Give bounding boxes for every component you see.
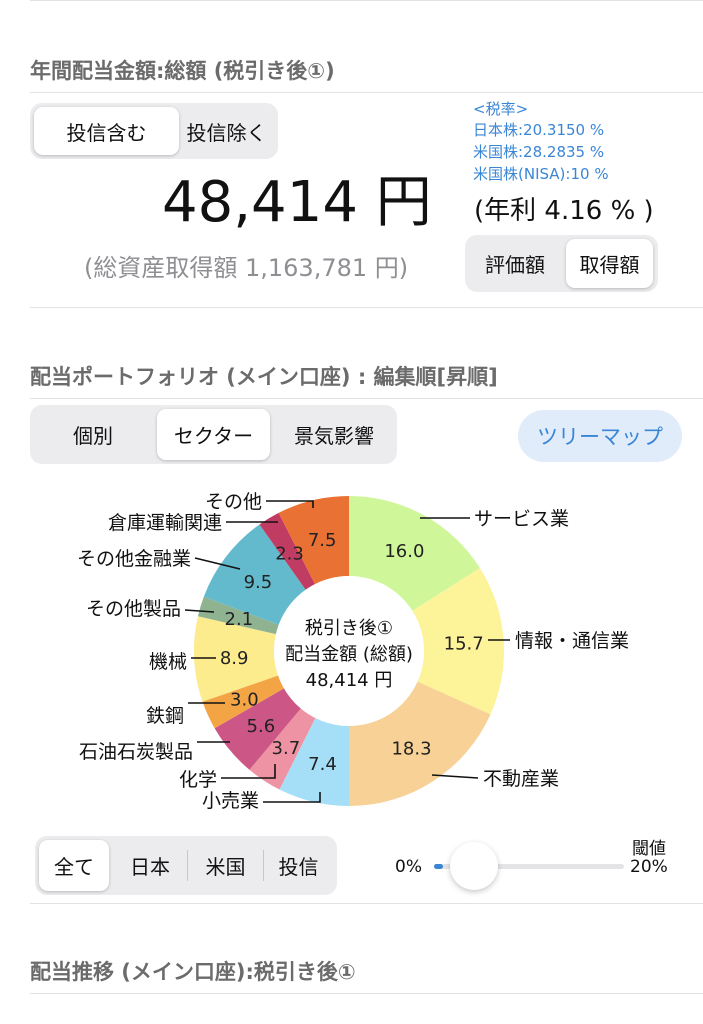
tax-rate-header: <税率>: [473, 100, 529, 118]
region-japan-option[interactable]: 日本: [130, 855, 170, 879]
include-funds-option[interactable]: 投信含む: [34, 107, 179, 155]
slice-11[interactable]: [259, 512, 315, 590]
slice-value-8: 8.9: [220, 648, 249, 669]
view-individual-option[interactable]: 個別: [73, 424, 113, 448]
treemap-button[interactable]: ツリーマップ: [518, 410, 682, 462]
leader-line-3: [431, 774, 479, 779]
portfolio-view-toggle: 個別 セクター 景気影響: [30, 405, 397, 464]
donut-center-line2: 配当金額 (総額): [285, 644, 413, 665]
slice-label-1: サービス業: [474, 508, 569, 530]
annual-title-divider: [30, 92, 703, 93]
view-economy-option[interactable]: 景気影響: [294, 424, 374, 448]
slice-8[interactable]: [194, 616, 279, 702]
slice-value-5: 3.7: [272, 738, 301, 759]
threshold-slider-track[interactable]: [434, 864, 624, 869]
slice-value-7: 3.0: [230, 690, 259, 711]
region-all-option[interactable]: 全て: [39, 840, 109, 891]
region-us-option[interactable]: 米国: [205, 855, 246, 879]
slice-1[interactable]: [349, 496, 480, 611]
slice-5[interactable]: [249, 708, 316, 790]
threshold-label: 閾値: [632, 839, 666, 859]
leader-line-5: [221, 764, 276, 779]
slice-2[interactable]: [412, 567, 504, 715]
tax-rate-us-nisa: 米国株(NISA):10 %: [473, 165, 609, 183]
slice-3[interactable]: [349, 681, 491, 806]
tax-rate-japan: 日本株:20.3150 %: [473, 121, 605, 139]
slice-label-11: 倉庫運輸関連: [108, 512, 222, 534]
slice-label-5: 化学: [179, 769, 217, 791]
slice-label-6: 石油石炭製品: [79, 741, 193, 763]
slice-12[interactable]: [278, 496, 349, 585]
slice-label-12: その他: [205, 491, 262, 513]
slice-7[interactable]: [202, 675, 284, 729]
donut-center-line1: 税引き後①: [305, 618, 393, 639]
region-divider: [263, 850, 264, 881]
slice-value-6: 5.6: [247, 716, 276, 737]
region-funds-option[interactable]: 投信: [278, 855, 319, 879]
slice-label-4: 小売業: [202, 790, 259, 812]
region-divider: [187, 850, 188, 881]
view-sector-option[interactable]: セクター: [157, 409, 270, 460]
slice-4[interactable]: [279, 718, 349, 806]
exclude-funds-option[interactable]: 投信除く: [186, 120, 267, 145]
threshold-min-label: 0%: [395, 857, 422, 877]
sector-donut-chart: 16.015.718.37.43.75.63.08.92.19.52.37.5 …: [77, 491, 629, 812]
annual-dividend-amount: 48,414 円: [162, 170, 432, 235]
leader-line-10: [194, 557, 241, 570]
total-acquisition-cost: (総資産取得額 1,163,781 円): [84, 254, 409, 282]
section-divider: [30, 307, 703, 308]
fund-inclusion-toggle: 投信含む 投信除く: [30, 103, 278, 159]
donut-hole: [274, 576, 424, 726]
annual-yield: (年利 4.16 % ): [474, 196, 654, 226]
threshold-slider-fill: [434, 864, 443, 869]
slice-label-3: 不動産業: [483, 768, 559, 790]
region-filter-toggle: 全て 日本 米国 投信: [35, 836, 337, 895]
slice-value-12: 7.5: [308, 530, 337, 551]
slice-label-9: その他製品: [86, 598, 181, 620]
tax-rate-us: 米国株:28.2835 %: [473, 143, 605, 161]
slice-6[interactable]: [214, 688, 301, 770]
slice-value-3: 18.3: [391, 739, 431, 760]
slice-value-10: 9.5: [244, 572, 273, 593]
slice-value-1: 16.0: [384, 541, 424, 562]
leader-line-9: [184, 609, 215, 613]
annual-dividend-title: 年間配当金額:総額 (税引き後①): [30, 59, 335, 83]
slice-value-11: 2.3: [275, 544, 304, 565]
history-title-divider: [30, 993, 703, 994]
slice-value-4: 7.4: [308, 754, 337, 775]
market-value-option[interactable]: 評価額: [485, 253, 545, 277]
donut-center-line3: 48,414 円: [306, 670, 393, 691]
leader-line-4: [263, 792, 321, 803]
slice-label-8: 機械: [149, 651, 187, 673]
slice-label-7: 鉄鋼: [146, 705, 184, 727]
dividend-history-title: 配当推移 (メイン口座):税引き後①: [30, 960, 356, 984]
slice-value-9: 2.1: [225, 609, 254, 630]
acquisition-value-option[interactable]: 取得額: [566, 239, 653, 288]
slice-value-2: 15.7: [444, 634, 484, 655]
slice-label-10: その他金融業: [77, 548, 191, 570]
portfolio-title: 配当ポートフォリオ (メイン口座) : 編集順[昇順]: [30, 365, 498, 389]
portfolio-title-divider: [30, 398, 703, 399]
threshold-max-label: 20%: [630, 857, 668, 877]
section-divider: [30, 903, 703, 904]
slice-label-2: 情報・通信業: [515, 630, 629, 652]
slice-9[interactable]: [197, 596, 279, 635]
slice-10[interactable]: [203, 524, 306, 625]
leader-line-12: [266, 500, 314, 508]
top-divider: [30, 0, 703, 1]
threshold-slider-thumb[interactable]: [449, 842, 498, 890]
valuation-basis-toggle: 評価額 取得額: [465, 235, 658, 292]
